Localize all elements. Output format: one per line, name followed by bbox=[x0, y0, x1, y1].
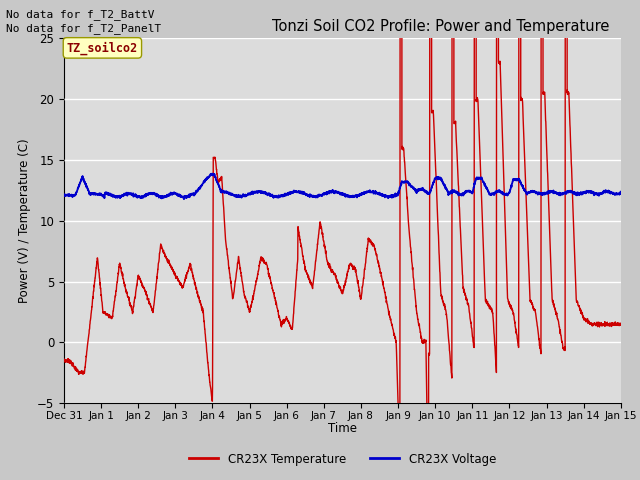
Text: No data for f_T2_BattV: No data for f_T2_BattV bbox=[6, 9, 155, 20]
Text: No data for f_T2_PanelT: No data for f_T2_PanelT bbox=[6, 23, 162, 34]
Legend: CR23X Temperature, CR23X Voltage: CR23X Temperature, CR23X Voltage bbox=[184, 448, 500, 470]
Text: TZ_soilco2: TZ_soilco2 bbox=[67, 41, 138, 55]
X-axis label: Time: Time bbox=[328, 422, 357, 435]
Y-axis label: Power (V) / Temperature (C): Power (V) / Temperature (C) bbox=[19, 139, 31, 303]
Text: Tonzi Soil CO2 Profile: Power and Temperature: Tonzi Soil CO2 Profile: Power and Temper… bbox=[272, 20, 610, 35]
